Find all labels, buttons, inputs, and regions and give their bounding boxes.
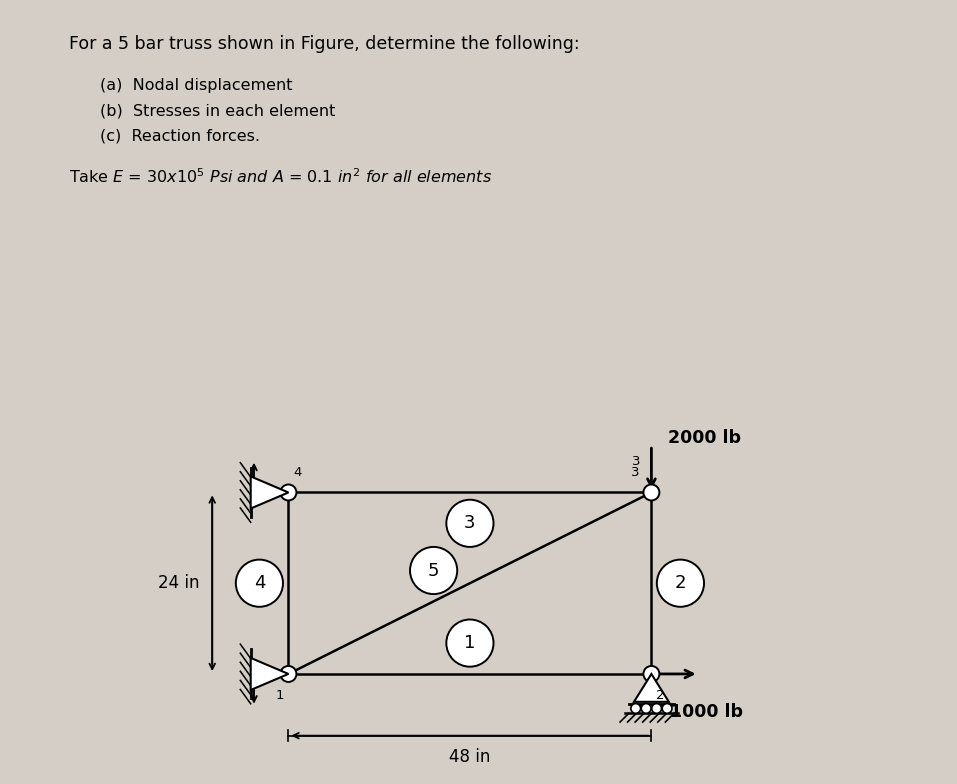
Text: (c)  Reaction forces.: (c) Reaction forces. xyxy=(100,129,260,143)
Text: For a 5 bar truss shown in Figure, determine the following:: For a 5 bar truss shown in Figure, deter… xyxy=(69,35,580,53)
Circle shape xyxy=(631,703,640,713)
Text: (b)  Stresses in each element: (b) Stresses in each element xyxy=(100,103,336,118)
Text: 4: 4 xyxy=(254,574,265,592)
Circle shape xyxy=(410,547,457,594)
Text: 2: 2 xyxy=(675,574,686,592)
Text: 1: 1 xyxy=(464,634,476,652)
Text: 5: 5 xyxy=(428,561,439,579)
Circle shape xyxy=(643,485,659,500)
Text: 2000 lb: 2000 lb xyxy=(668,429,741,447)
Circle shape xyxy=(280,666,297,682)
Polygon shape xyxy=(251,658,288,690)
Circle shape xyxy=(235,560,283,607)
Circle shape xyxy=(643,666,659,682)
Circle shape xyxy=(641,703,651,713)
Text: 2: 2 xyxy=(657,689,665,702)
Text: 1000 lb: 1000 lb xyxy=(670,703,743,721)
Text: 24 in: 24 in xyxy=(158,574,199,592)
Circle shape xyxy=(280,485,297,500)
Polygon shape xyxy=(251,477,288,509)
Text: 3: 3 xyxy=(631,466,639,479)
Text: Take $E$ = 30$x$10$^5$ $Psi$ $and$ $A$ = 0.1 $in^2$ $for$ $all$ $elements$: Take $E$ = 30$x$10$^5$ $Psi$ $and$ $A$ =… xyxy=(69,168,492,187)
Text: 4: 4 xyxy=(294,466,301,479)
Circle shape xyxy=(662,703,672,713)
Circle shape xyxy=(652,703,661,713)
Circle shape xyxy=(446,619,494,666)
Text: (a)  Nodal displacement: (a) Nodal displacement xyxy=(100,78,293,93)
Text: 1: 1 xyxy=(275,689,283,702)
Text: 3: 3 xyxy=(464,514,476,532)
Text: 3: 3 xyxy=(632,456,640,468)
Circle shape xyxy=(446,499,494,547)
Text: 48 in: 48 in xyxy=(449,749,491,766)
Polygon shape xyxy=(634,674,669,702)
Circle shape xyxy=(657,560,704,607)
